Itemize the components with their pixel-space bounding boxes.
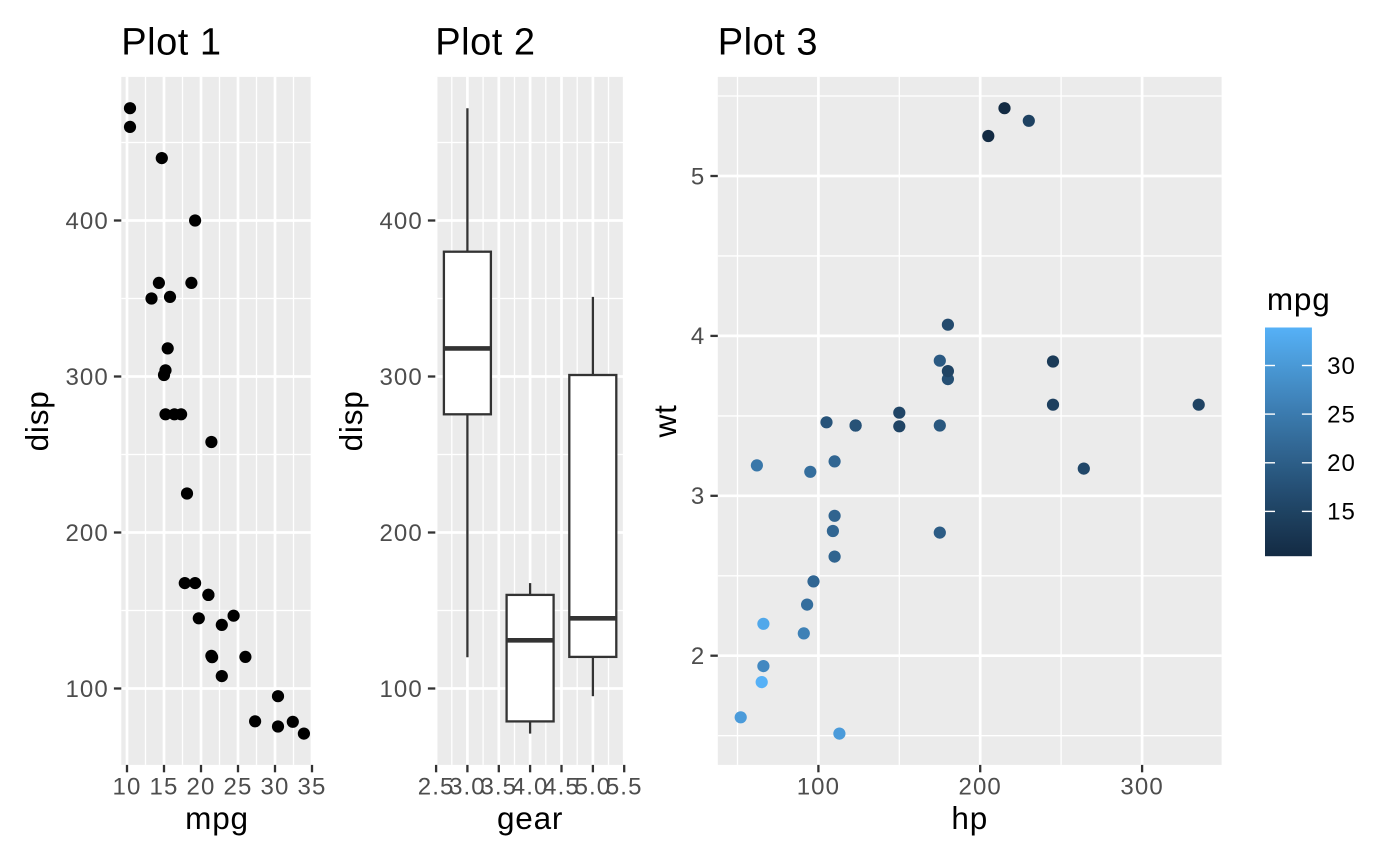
- svg-text:4.5: 4.5: [543, 774, 580, 801]
- svg-text:15: 15: [150, 774, 179, 801]
- svg-text:Plot 1: Plot 1: [121, 22, 221, 64]
- svg-text:5.0: 5.0: [575, 774, 612, 801]
- svg-text:2.5: 2.5: [418, 774, 455, 801]
- svg-text:mpg: mpg: [1267, 281, 1331, 317]
- svg-text:400: 400: [379, 208, 422, 235]
- svg-text:200: 200: [959, 774, 1002, 801]
- svg-text:4: 4: [691, 323, 705, 350]
- svg-text:25: 25: [1327, 401, 1356, 428]
- svg-text:4.0: 4.0: [512, 774, 549, 801]
- svg-text:3: 3: [691, 483, 705, 510]
- svg-text:disp: disp: [19, 390, 55, 451]
- svg-text:3.5: 3.5: [480, 774, 517, 801]
- svg-text:10: 10: [113, 774, 142, 801]
- svg-text:25: 25: [224, 774, 253, 801]
- svg-text:300: 300: [65, 364, 108, 391]
- svg-text:100: 100: [797, 774, 840, 801]
- svg-text:gear: gear: [497, 800, 563, 836]
- svg-text:hp: hp: [951, 800, 988, 836]
- svg-text:wt: wt: [647, 404, 683, 438]
- svg-text:100: 100: [379, 676, 422, 703]
- svg-text:disp: disp: [333, 390, 369, 451]
- svg-text:300: 300: [1120, 774, 1163, 801]
- svg-text:Plot 3: Plot 3: [718, 22, 818, 64]
- svg-text:20: 20: [1327, 450, 1356, 477]
- svg-text:Plot 2: Plot 2: [435, 22, 535, 64]
- svg-text:30: 30: [261, 774, 290, 801]
- svg-text:300: 300: [379, 364, 422, 391]
- svg-text:3.0: 3.0: [449, 774, 486, 801]
- svg-text:2: 2: [691, 643, 705, 670]
- svg-text:35: 35: [298, 774, 327, 801]
- svg-text:100: 100: [65, 676, 108, 703]
- svg-text:15: 15: [1327, 499, 1356, 526]
- svg-text:30: 30: [1327, 353, 1356, 380]
- svg-text:20: 20: [187, 774, 216, 801]
- svg-text:5.5: 5.5: [606, 774, 643, 801]
- svg-text:200: 200: [65, 520, 108, 547]
- svg-text:mpg: mpg: [185, 800, 249, 836]
- svg-text:5: 5: [691, 163, 705, 190]
- svg-text:200: 200: [379, 520, 422, 547]
- svg-text:400: 400: [65, 208, 108, 235]
